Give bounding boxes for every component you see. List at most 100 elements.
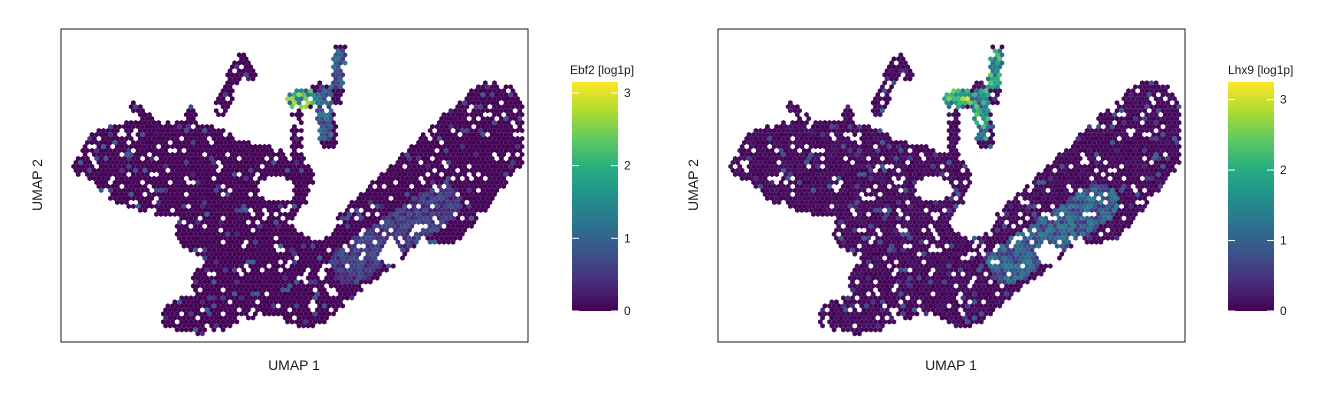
hex-bin (480, 179, 486, 186)
hex-bin (854, 183, 860, 189)
hex-bin (365, 267, 371, 273)
hex-bin (1089, 135, 1094, 142)
hex-bin (744, 151, 749, 158)
hex-bin (370, 179, 375, 186)
hex-bin (1176, 151, 1182, 158)
hex-bin (216, 263, 221, 269)
hex-bin (469, 135, 474, 142)
hex-bin (471, 187, 477, 193)
hex-bin (1011, 207, 1016, 213)
hex-bin (958, 235, 963, 241)
hex-bin (259, 243, 265, 249)
hex-bin (1172, 112, 1177, 118)
hex-bin (1091, 132, 1097, 138)
hex-bin (898, 139, 904, 146)
hex-bin (400, 223, 405, 229)
hex-bin (386, 263, 391, 269)
hex-bin (1043, 207, 1048, 213)
hex-bin (480, 163, 486, 170)
hex-bin (356, 227, 362, 233)
hex-bin (135, 108, 141, 114)
hex-bin (292, 283, 297, 289)
hex-bin (167, 155, 173, 162)
hex-bin (305, 171, 311, 178)
hex-bin (236, 235, 242, 241)
hex-bin (753, 151, 759, 158)
hex-bin (395, 239, 401, 245)
hex-bin (103, 147, 109, 154)
hex-bin (345, 231, 350, 237)
hex-bin (167, 195, 173, 201)
hex-bin (455, 175, 460, 182)
hex-bin (218, 315, 224, 321)
hex-bin (239, 183, 244, 189)
hex-bin (912, 179, 917, 186)
hex-bin (820, 132, 825, 138)
hex-bin (1119, 227, 1124, 233)
hex-bin (236, 227, 242, 233)
hex-bin (250, 219, 256, 225)
hex-bin (227, 195, 233, 201)
hex-bin (305, 235, 311, 241)
hex-bin (737, 147, 743, 154)
hex-bin (492, 112, 497, 118)
hex-bin (328, 243, 334, 249)
hex-bin (790, 199, 795, 205)
hex-bin (824, 195, 830, 201)
hex-bin (374, 179, 380, 186)
hex-bin (188, 120, 194, 126)
hex-bin (519, 151, 525, 158)
hex-bin (921, 235, 927, 241)
hex-bin (1013, 203, 1019, 209)
hex-bin (230, 96, 235, 102)
hex-bin (829, 171, 835, 178)
hex-bin (1151, 92, 1157, 98)
hex-bin (282, 211, 288, 217)
hex-bin (1110, 211, 1115, 217)
hex-bin (1135, 167, 1140, 174)
hex-bin (333, 275, 339, 281)
hex-bin (785, 167, 791, 174)
hex-bin (158, 139, 164, 146)
hex-bin (864, 175, 869, 182)
hex-bin (340, 287, 345, 293)
hex-bin (1160, 147, 1166, 154)
hex-bin (301, 267, 306, 273)
hex-bin (808, 143, 814, 150)
hex-bin (384, 267, 389, 273)
hex-bin (289, 255, 295, 261)
hex-bin (163, 163, 168, 170)
hex-bin (292, 171, 297, 178)
hex-bin (806, 116, 812, 122)
hex-bin (450, 231, 456, 237)
hex-bin (1057, 151, 1062, 158)
hex-bin (501, 159, 506, 166)
hex-bin (411, 155, 417, 162)
hex-bin (820, 195, 825, 201)
hex-bin (868, 231, 874, 237)
hex-bin (188, 303, 194, 309)
hex-bin (381, 191, 387, 197)
hex-bin (799, 207, 805, 213)
hex-bin (374, 219, 380, 225)
hex-bin (287, 299, 293, 305)
hex-bin (937, 199, 943, 205)
hex-bin (1119, 179, 1124, 186)
hex-bin (785, 135, 791, 142)
hex-bin (1071, 183, 1076, 189)
hex-bin (997, 239, 1002, 245)
hex-bin (186, 235, 191, 241)
hex-bin (841, 135, 846, 142)
hex-bin (294, 199, 299, 205)
hex-bin (857, 203, 862, 209)
hex-bin (829, 179, 835, 186)
hex-bin (462, 163, 467, 170)
hex-bin (285, 199, 290, 205)
hex-bin (326, 104, 332, 110)
hex-bin (831, 199, 837, 205)
hex-bin (1169, 147, 1175, 154)
hex-bin (845, 215, 851, 221)
hex-bin (195, 267, 201, 273)
hex-bin (921, 147, 927, 154)
hex-bin (457, 227, 463, 233)
